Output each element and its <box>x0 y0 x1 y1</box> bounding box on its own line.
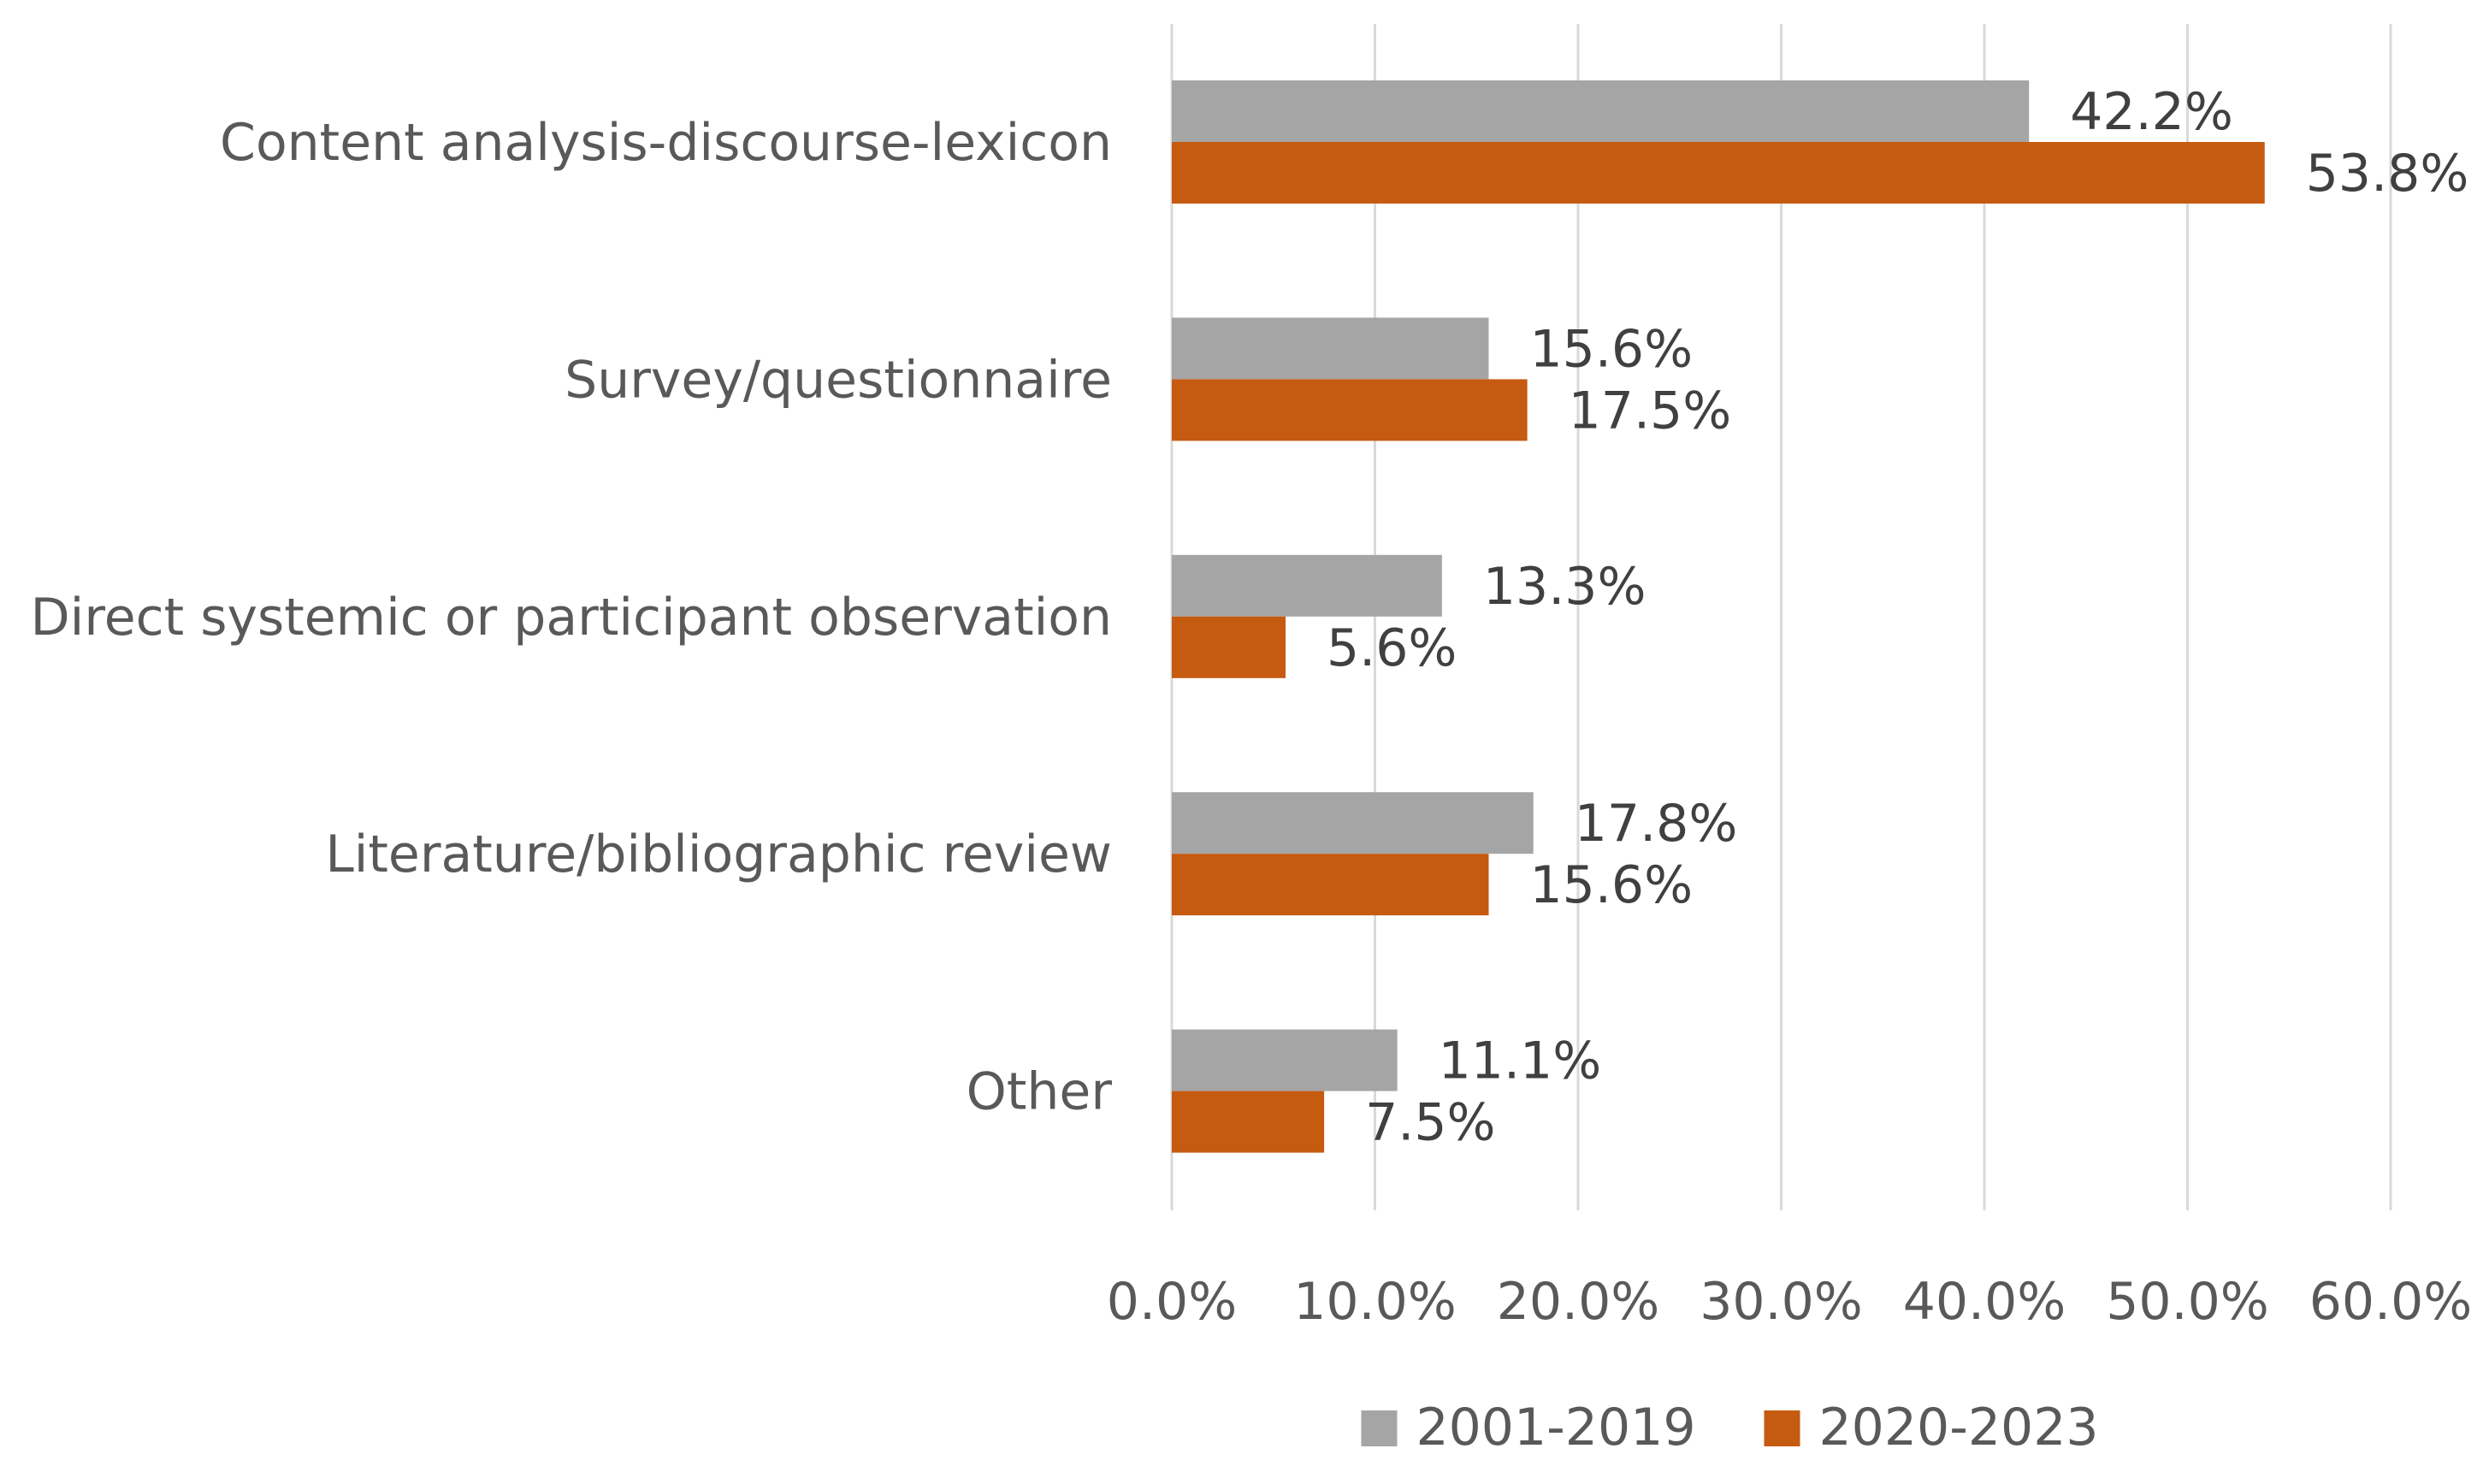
data-label: 17.8% <box>1575 794 1738 854</box>
category-labels: Content analysis-discourse-lexicon Survey… <box>30 113 1112 1122</box>
x-tick-label: 30.0% <box>1700 1272 1863 1332</box>
bar-2001-2019-1 <box>1172 317 1489 380</box>
legend-label: 2020-2023 <box>1819 1398 2099 1457</box>
data-label: 17.5% <box>1569 381 1732 440</box>
x-tick-label: 10.0% <box>1293 1272 1457 1332</box>
data-label: 53.8% <box>2306 144 2469 204</box>
bar-2020-2023-4 <box>1172 1091 1325 1153</box>
gridlines <box>1170 24 2392 1210</box>
legend-swatch-1 <box>1764 1410 1800 1446</box>
bars <box>1172 80 2265 1153</box>
legend-swatch-0 <box>1361 1410 1398 1446</box>
bar-2001-2019-4 <box>1172 1029 1398 1091</box>
x-tick-label: 60.0% <box>2309 1272 2473 1332</box>
bar-2001-2019-3 <box>1172 792 1534 854</box>
bar-2020-2023-2 <box>1172 616 1286 678</box>
category-label: Direct systemic or participant observati… <box>30 588 1112 647</box>
data-label: 15.6% <box>1530 319 1694 379</box>
data-label: 5.6% <box>1327 618 1457 678</box>
legend-label: 2001-2019 <box>1416 1398 1695 1457</box>
data-labels: 42.2%53.8%15.6%17.5%13.3%5.6%17.8%15.6%1… <box>1327 82 2468 1153</box>
bar-2001-2019-2 <box>1172 554 1442 617</box>
category-label: Other <box>967 1062 1113 1122</box>
data-label: 42.2% <box>2070 82 2233 142</box>
bar-2001-2019-0 <box>1172 80 2030 142</box>
category-label: Survey/questionnaire <box>565 350 1112 410</box>
category-label: Literature/bibliographic review <box>325 825 1112 884</box>
x-tick-label: 20.0% <box>1497 1272 1660 1332</box>
data-label: 13.3% <box>1483 557 1646 617</box>
data-label: 15.6% <box>1530 855 1694 915</box>
x-tick-label: 50.0% <box>2106 1272 2269 1332</box>
x-tick-label: 40.0% <box>1903 1272 2066 1332</box>
bar-2020-2023-0 <box>1172 142 2265 204</box>
bar-2020-2023-3 <box>1172 854 1489 916</box>
data-label: 7.5% <box>1365 1093 1495 1153</box>
x-tick-label: 0.0% <box>1107 1272 1237 1332</box>
category-label: Content analysis-discourse-lexicon <box>220 113 1112 173</box>
x-axis-tick-labels: 0.0% 10.0% 20.0% 30.0% 40.0% 50.0% 60.0% <box>1107 1272 2473 1332</box>
legend: 2001-2019 2020-2023 <box>1361 1398 2099 1457</box>
data-label: 11.1% <box>1439 1032 1602 1091</box>
bar-2020-2023-1 <box>1172 379 1528 441</box>
